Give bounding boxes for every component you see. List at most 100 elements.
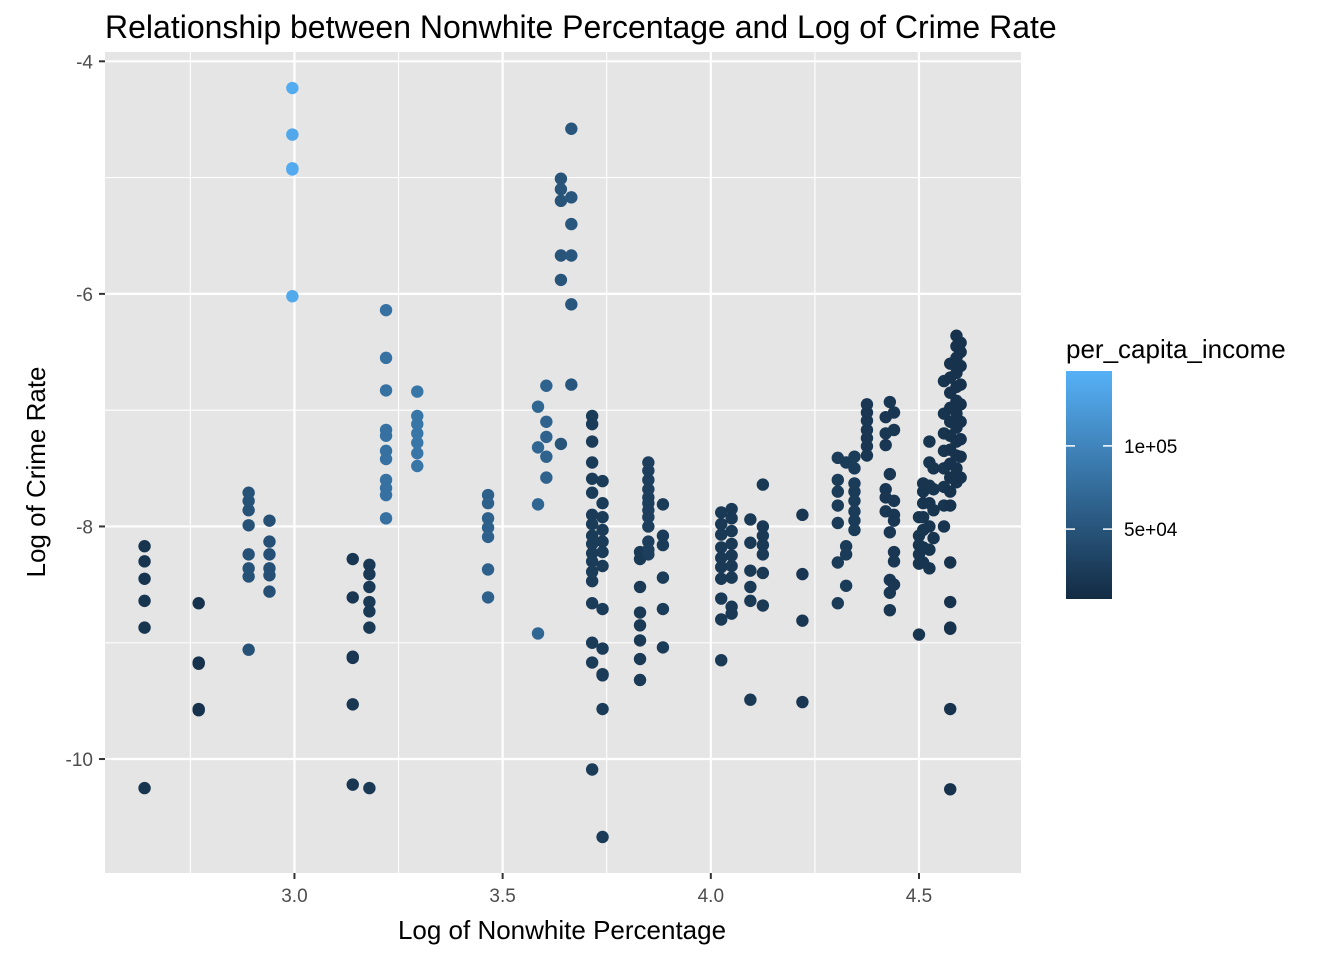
data-point (481, 521, 495, 534)
legend-tick-label: 5e+04 (1124, 520, 1178, 541)
data-point (954, 359, 967, 373)
data-point (744, 564, 757, 577)
y-tick-label: -10 (66, 750, 93, 771)
grid-major (105, 52, 1021, 873)
data-point (540, 430, 553, 444)
data-point (286, 128, 299, 141)
data-point (286, 290, 299, 303)
data-point (481, 591, 495, 604)
data-point (725, 512, 738, 525)
data-point (848, 505, 861, 518)
data-point (633, 580, 647, 594)
data-point (887, 494, 901, 508)
data-point (481, 497, 495, 510)
data-point (585, 417, 599, 431)
data-point (756, 520, 770, 533)
x-axis-label: Log of Nonwhite Percentage (398, 915, 726, 945)
data-point (531, 400, 545, 413)
data-point (944, 702, 957, 716)
y-tick-label: -6 (76, 285, 93, 306)
data-point (379, 452, 393, 466)
data-point (633, 673, 647, 687)
data-point (744, 594, 757, 608)
data-point (715, 541, 728, 554)
data-point (363, 595, 376, 609)
data-point (346, 591, 359, 604)
data-point (796, 508, 809, 522)
data-point (585, 486, 599, 499)
legend-tick-label: 1e+05 (1124, 437, 1177, 458)
data-point (565, 249, 578, 262)
data-point (379, 429, 393, 442)
legend-title: per_capita_income (1066, 334, 1286, 364)
data-point (887, 578, 901, 591)
data-point (912, 628, 926, 641)
data-point (596, 830, 609, 844)
data-point (954, 471, 967, 484)
data-point (596, 474, 609, 488)
data-point (554, 273, 568, 287)
data-point (633, 606, 647, 619)
data-point (263, 514, 276, 527)
data-point (848, 485, 861, 498)
legend-ticks: 1e+05 5e+04 (1066, 437, 1178, 541)
data-point (286, 163, 299, 176)
data-point (242, 643, 255, 656)
data-point (831, 485, 844, 498)
data-point (379, 351, 393, 365)
data-point (565, 378, 578, 391)
data-point (642, 548, 655, 561)
data-point (633, 634, 647, 647)
data-point (848, 514, 861, 527)
data-point (363, 781, 376, 795)
data-point (138, 621, 151, 634)
data-point (363, 567, 376, 581)
data-point (927, 503, 940, 517)
data-point (923, 435, 936, 448)
data-point (565, 122, 578, 135)
data-point (848, 523, 861, 537)
data-point (411, 417, 424, 431)
data-point (839, 548, 853, 561)
data-point (411, 459, 424, 473)
data-point (596, 510, 609, 524)
data-point (944, 622, 957, 635)
data-point (346, 698, 359, 711)
data-point (656, 571, 670, 584)
data-point (715, 613, 728, 626)
color-legend: per_capita_income 1e+05 5e+04 (1066, 334, 1286, 599)
data-point (531, 627, 545, 640)
y-axis: -4 -6 -8 -10 (66, 52, 105, 771)
data-point (642, 464, 655, 477)
data-point (363, 580, 376, 594)
data-point (887, 423, 901, 437)
data-point (848, 462, 861, 475)
data-point (363, 621, 376, 634)
y-tick-label: -4 (76, 52, 93, 73)
data-point (596, 669, 609, 682)
data-point (642, 473, 655, 487)
data-point (596, 642, 609, 655)
data-point (715, 560, 728, 574)
data-point (642, 510, 655, 524)
data-point (242, 548, 255, 561)
data-point (596, 602, 609, 616)
colorbar (1066, 371, 1112, 599)
data-point (263, 535, 276, 548)
data-point (923, 543, 936, 556)
data-point (596, 702, 609, 716)
data-point (954, 378, 967, 391)
data-point (923, 562, 936, 575)
data-point (725, 559, 738, 573)
data-point (656, 538, 670, 552)
data-point (744, 513, 757, 526)
data-point (887, 514, 901, 527)
data-point (860, 414, 874, 427)
data-point (585, 508, 599, 522)
data-point (585, 435, 599, 448)
data-point (379, 512, 393, 525)
data-point (927, 531, 940, 545)
y-tick-label: -8 (76, 517, 93, 538)
data-point (585, 763, 599, 776)
